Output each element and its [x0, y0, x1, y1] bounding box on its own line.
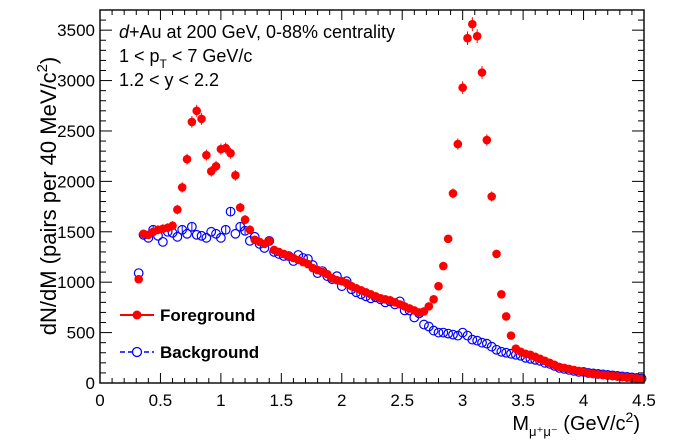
y-axis-label: dN/dM (pairs per 40 MeV/c2) — [34, 57, 61, 336]
background-point — [191, 229, 202, 240]
foreground-point — [497, 289, 506, 299]
foreground-point — [168, 221, 177, 231]
background-point — [501, 347, 512, 358]
background-point — [428, 325, 439, 336]
background-point — [196, 230, 207, 241]
background-point — [186, 221, 197, 232]
legend-foreground-label: Foreground — [160, 306, 255, 325]
x-tick-label: 3.5 — [511, 391, 535, 410]
x-tick-label: 0 — [95, 391, 104, 410]
y-tick-label: 3500 — [57, 21, 95, 40]
background-point — [496, 346, 507, 357]
legend-foreground-marker — [132, 310, 142, 320]
background-point — [506, 348, 516, 359]
foreground-point — [235, 203, 245, 212]
foreground-point — [487, 192, 496, 201]
y-tick-label: 2000 — [57, 172, 95, 191]
foreground-point — [226, 148, 235, 158]
foreground-point — [506, 331, 516, 340]
legend-background-label: Background — [160, 343, 259, 362]
foreground-point — [134, 274, 143, 284]
background-point — [419, 319, 429, 330]
foreground-point — [453, 139, 463, 149]
y-tick-label: 1000 — [57, 273, 95, 292]
background-point — [433, 327, 444, 338]
foreground-point — [192, 106, 202, 116]
plot-frame — [99, 9, 645, 384]
x-tick-label: 3 — [458, 391, 467, 410]
foreground-point — [458, 83, 467, 92]
foreground-point — [211, 161, 221, 171]
background-point — [443, 328, 454, 339]
annotation-system: d+Au at 200 GeV, 0-88% centrality — [119, 22, 395, 42]
legend-background-marker — [131, 346, 143, 358]
background-point — [172, 231, 183, 242]
background-point — [182, 228, 192, 239]
foreground-point — [177, 183, 187, 192]
x-tick-label: 4.5 — [632, 391, 656, 410]
foreground-point — [463, 33, 472, 43]
foreground-point — [439, 261, 448, 271]
x-tick-label: 0.5 — [149, 391, 173, 410]
data-marks — [133, 17, 647, 384]
foreground-point — [231, 171, 240, 180]
background-point — [215, 232, 226, 243]
foreground-point — [424, 302, 434, 311]
background-point — [220, 224, 231, 235]
y-tick-label: 2500 — [57, 122, 95, 141]
foreground-point — [477, 68, 487, 77]
background-point — [481, 338, 492, 349]
background-point — [452, 330, 463, 341]
x-tick-label: 4 — [579, 391, 588, 410]
foreground-point — [245, 225, 255, 235]
background-point — [206, 226, 217, 237]
background-point — [225, 206, 236, 217]
foreground-point — [202, 150, 211, 160]
background-point — [467, 334, 478, 345]
foreground-point — [197, 114, 206, 124]
background-point — [230, 228, 241, 239]
background-point — [486, 341, 497, 352]
background-point — [457, 327, 468, 338]
background-point — [438, 327, 449, 338]
x-axis-ticks: 0 0.5 1 1.5 2 2.5 3 3.5 4 4.5 — [95, 10, 656, 410]
legend: Foreground Background — [120, 306, 259, 362]
background-point — [472, 335, 483, 346]
background-point — [491, 344, 502, 355]
background-point — [157, 236, 168, 247]
x-tick-label: 2.5 — [390, 391, 414, 410]
x-axis-label: Mμ⁺μ⁻ (GeV/c2) — [512, 409, 640, 439]
foreground-point — [443, 234, 453, 244]
foreground-point — [492, 249, 501, 259]
y-tick-label: 500 — [67, 324, 95, 343]
foreground-point — [434, 281, 443, 291]
y-tick-label: 3000 — [57, 72, 95, 91]
foreground-point — [182, 154, 192, 164]
background-point — [477, 337, 487, 348]
x-tick-label: 1.5 — [270, 391, 294, 410]
foreground-point — [501, 312, 511, 321]
foreground-point — [187, 117, 197, 127]
foreground-point — [472, 31, 482, 41]
foreground-point — [240, 215, 250, 224]
annotation-pt-range: 1 < pT < 7 GeV/c — [119, 46, 252, 71]
foreground-point — [448, 189, 458, 198]
y-tick-label: 1500 — [57, 223, 95, 242]
foreground-point — [429, 295, 438, 304]
y-tick-label: 0 — [86, 374, 95, 393]
background-point — [448, 329, 458, 340]
foreground-point — [264, 236, 274, 246]
background-point — [201, 232, 212, 243]
y-axis-ticks: 0 500 1000 1500 2000 2500 3000 3500 — [57, 19, 644, 393]
x-tick-label: 2 — [337, 391, 346, 410]
annotation-rapidity-range: 1.2 < y < 2.2 — [119, 70, 219, 90]
foreground-point — [173, 205, 182, 214]
foreground-point — [468, 19, 477, 29]
x-tick-label: 1 — [216, 391, 225, 410]
foreground-point — [482, 135, 492, 145]
